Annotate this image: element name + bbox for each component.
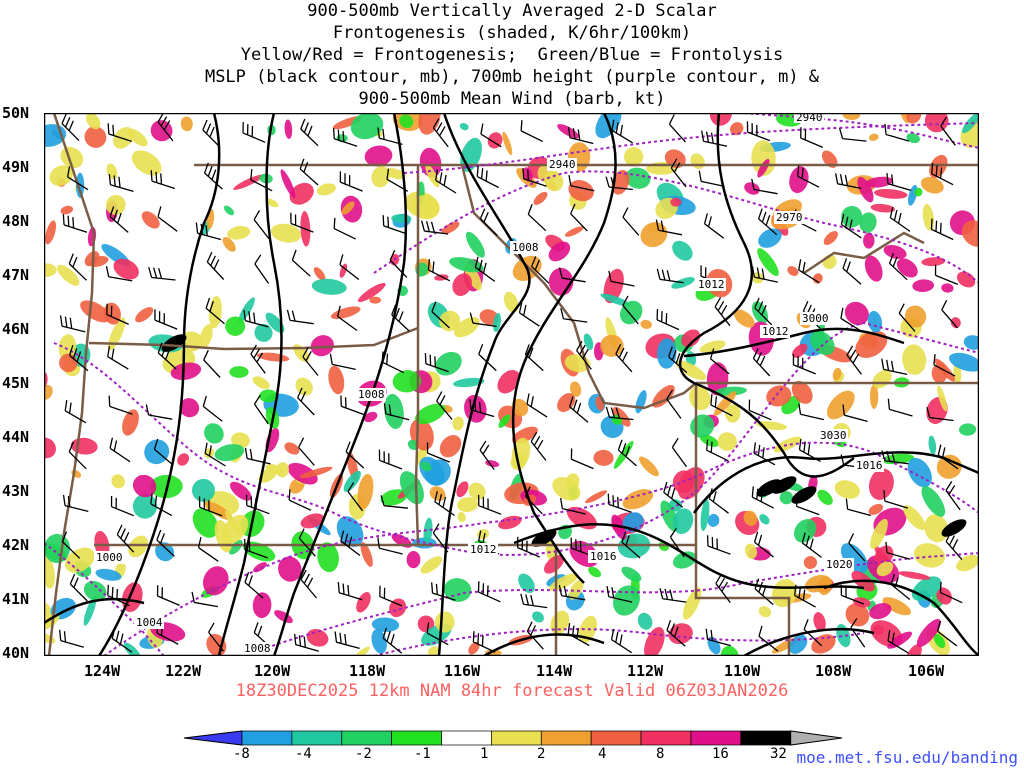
height-label: 2940: [796, 113, 823, 124]
colorbar-label: -4: [295, 746, 312, 762]
mslp-label: 1012: [762, 325, 789, 338]
lon-label: 124W: [84, 662, 121, 680]
lakes: [803, 231, 925, 275]
title-line-5: 900-500mb Mean Wind (barb, kt): [358, 89, 666, 109]
colorbar-label: 32: [770, 746, 787, 762]
title-line-3: Yellow/Red = Frontogenesis; Green/Blue =…: [240, 45, 784, 65]
height-label: 2940: [549, 158, 576, 171]
colorbar-label: 16: [712, 746, 729, 762]
or-id-border: [414, 328, 420, 546]
height-label: 2970: [776, 211, 803, 224]
mslp-label: 1008: [358, 388, 385, 401]
colorbar: [184, 730, 843, 746]
lat-label: 43N: [2, 482, 30, 500]
lon-label: 118W: [349, 662, 386, 680]
mslp-label: 1012: [698, 278, 725, 291]
lat-label: 42N: [2, 536, 30, 554]
colorbar-segment: [241, 730, 293, 746]
colorbar-label: -8: [233, 746, 250, 762]
frontogenesis-shading: [44, 113, 979, 656]
colorbar-segment: [491, 730, 542, 746]
colorbar-segment: [291, 730, 343, 746]
colorbar-label: -2: [355, 746, 372, 762]
colorbar-label: -1: [414, 746, 431, 762]
height-contour-labels: 2940 2940 2970 3000 3030: [547, 113, 848, 442]
colorbar-segment: [341, 730, 392, 746]
colorbar-segment: [590, 730, 642, 746]
mslp-contour-labels: 1008 1008 1012 1012 1012 1016 1016 1020 …: [94, 241, 884, 655]
map-border: [44, 113, 979, 656]
mslp-label: 1020: [826, 558, 853, 571]
lat-label: 45N: [2, 374, 30, 392]
colorbar-segment: [640, 730, 692, 746]
lon-label: 106W: [908, 662, 945, 680]
title-line-1: 900-500mb Vertically Averaged 2-D Scalar: [307, 1, 717, 21]
lon-label: 110W: [724, 662, 761, 680]
chart-title: 900-500mb Vertically Averaged 2-D Scalar…: [0, 0, 1024, 110]
height-label: 3000: [802, 312, 829, 325]
map-frame: 1008 1008 1012 1012 1012 1016 1016 1020 …: [44, 113, 979, 656]
lat-label: 48N: [2, 212, 30, 230]
colorbar-segment: [690, 730, 742, 746]
lat-label: 41N: [2, 590, 30, 608]
colorbar-label: 1: [480, 746, 489, 762]
colorbar-segment: [391, 730, 442, 746]
lat-label: 47N: [2, 266, 30, 284]
coastline: [47, 113, 96, 656]
lat-label: 40N: [2, 644, 30, 662]
lon-label: 120W: [254, 662, 291, 680]
mslp-label: 1004: [136, 616, 163, 629]
lon-label: 114W: [536, 662, 573, 680]
mslp-label: 1016: [856, 459, 883, 472]
lat-label: 44N: [2, 428, 30, 446]
lat-label: 46N: [2, 320, 30, 338]
lon-label: 122W: [165, 662, 202, 680]
lon-label: 112W: [627, 662, 664, 680]
colorbar-arrow-low: [184, 730, 243, 746]
title-line-4: MSLP (black contour, mb), 700mb height (…: [204, 67, 820, 87]
wind-barbs: [58, 113, 963, 654]
colorbar-label: 4: [598, 746, 607, 762]
lat-label: 50N: [2, 104, 30, 122]
colorbar-arrow-high: [790, 730, 843, 746]
colorbar-segment: [540, 730, 592, 746]
colorbar-label: 8: [656, 746, 665, 762]
credit-url: moe.met.fsu.edu/banding: [796, 748, 1018, 767]
title-line-2: Frontogenesis (shaded, K/6hr/100km): [332, 23, 692, 43]
mslp-label: 1012: [470, 543, 497, 556]
mslp-label: 1008: [244, 642, 271, 655]
lon-label: 116W: [444, 662, 481, 680]
mslp-label: 1008: [512, 241, 539, 254]
colorbar-segment: [441, 730, 492, 746]
mslp-label: 1000: [96, 551, 123, 564]
colorbar-segment: [740, 730, 792, 746]
mslp-contours: [44, 113, 979, 656]
wa-or-border: [88, 326, 419, 351]
height-label: 3030: [820, 429, 847, 442]
mslp-label: 1016: [590, 550, 617, 563]
lon-label: 108W: [815, 662, 852, 680]
lat-label: 49N: [2, 158, 30, 176]
colorbar-label: 2: [537, 746, 546, 762]
map-canvas: 1008 1008 1012 1012 1012 1016 1016 1020 …: [44, 113, 979, 656]
forecast-valid-line: 18Z30DEC2025 12km NAM 84hr forecast Vali…: [235, 681, 789, 701]
